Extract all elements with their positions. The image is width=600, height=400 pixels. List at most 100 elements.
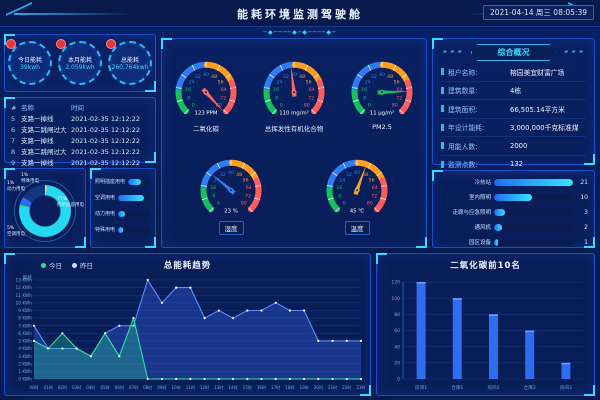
svg-text:23时: 23时 bbox=[356, 384, 365, 390]
donut-callout: 5% 空调用电 bbox=[7, 226, 25, 237]
svg-text:16: 16 bbox=[273, 87, 279, 93]
stat-label: 总能耗 bbox=[120, 57, 139, 64]
svg-text:17时: 17时 bbox=[271, 384, 280, 390]
panel-energy-donut: 77% 照明插座用电 5% 空调用电 1% 动力用电 1% 特殊用电 bbox=[4, 168, 86, 248]
svg-text:40: 40 bbox=[228, 170, 234, 176]
svg-text:48: 48 bbox=[236, 172, 242, 178]
svg-text:8: 8 bbox=[338, 194, 341, 200]
rank-bar-fill bbox=[494, 193, 532, 201]
svg-text:00时: 00时 bbox=[29, 384, 38, 390]
svg-text:40: 40 bbox=[354, 170, 360, 176]
rank-bar-value: 2 bbox=[584, 223, 588, 231]
trend-chart-title: 总能耗趋势 bbox=[163, 261, 212, 271]
alarm-cell: 5 bbox=[11, 115, 16, 123]
svg-text:12时: 12时 bbox=[200, 384, 209, 390]
rank-bar-value: 21 bbox=[580, 178, 588, 186]
overview-row: 租户名称: 榕园美宜财富广场 bbox=[441, 63, 586, 82]
rank-bar-row: 走廊与应急照明 3 bbox=[439, 208, 588, 216]
trend-line-chart: 0 KWh 1 KWh 2 KWh 3 KWh 4 KWh 5 KWh 6 KWh 7 KWh… bbox=[7, 274, 368, 393]
svg-text:10时: 10时 bbox=[172, 384, 181, 390]
svg-text:0 KWh: 0 KWh bbox=[18, 377, 32, 383]
svg-text:8 KWh: 8 KWh bbox=[18, 316, 32, 322]
overview-row-tick bbox=[441, 86, 444, 94]
rank-bars: 冷热站 21 室内照明 10 走廊与应急照明 3 通风机 2 园区设备 1 bbox=[433, 178, 594, 246]
alarm-cell: 8 bbox=[11, 148, 16, 156]
legend-label: 今日 bbox=[49, 262, 62, 270]
svg-text:45 ℃: 45 ℃ bbox=[350, 209, 364, 215]
type-bar-label: 空调用电 bbox=[95, 195, 116, 201]
type-bar-fill bbox=[118, 210, 125, 217]
svg-text:8: 8 bbox=[212, 194, 215, 200]
svg-text:1 KWh: 1 KWh bbox=[18, 369, 32, 375]
svg-text:0: 0 bbox=[368, 103, 371, 109]
svg-text:72: 72 bbox=[396, 96, 402, 102]
alarm-header-cell: # bbox=[11, 104, 17, 112]
co2-chart-title: 二氧化碳前10名 bbox=[450, 261, 521, 271]
panel-energy-type-bars: 照明插座用电 空调用电 动力用电 特殊用电 bbox=[90, 168, 156, 248]
svg-text:房间2: 房间2 bbox=[487, 384, 499, 391]
svg-text:100: 100 bbox=[391, 296, 400, 302]
legend-item[interactable]: 昨日 bbox=[72, 260, 93, 270]
svg-text:8: 8 bbox=[187, 96, 190, 102]
co2-bar-chart: 0 20 40 60 80 100 120 房间1 仓库1 房间2 仓库2 房间3 bbox=[379, 274, 592, 393]
svg-text:9 KWh: 9 KWh bbox=[18, 308, 32, 314]
panel-overview: ▰ ▰ ▰ ▰ ▰ ▰ 综合概况 租户名称: 榕园美宜财富广场 建筑数量: 4栋 建筑面… bbox=[432, 38, 595, 174]
type-bar-row: 照明插座用电 bbox=[95, 178, 151, 185]
rank-bar-fill bbox=[494, 208, 506, 216]
donut-callout-label: 特殊用电 bbox=[21, 178, 39, 184]
legend-dot-icon bbox=[41, 262, 46, 268]
gauge-grid: 08162432404856647280123 PPM二氧化碳081624324… bbox=[162, 39, 426, 247]
overview-row-value: 66,505.14平方米 bbox=[510, 105, 565, 114]
svg-text:80: 80 bbox=[304, 103, 310, 109]
overview-row-label: 用能人数: bbox=[448, 142, 478, 151]
alarm-row: 9 支路一掉线 2021-02-35 12:12:22 bbox=[11, 158, 149, 169]
type-bar-fill bbox=[118, 226, 124, 233]
rank-bar-label: 室内照明 bbox=[468, 195, 491, 201]
svg-text:32: 32 bbox=[220, 172, 226, 178]
svg-text:16: 16 bbox=[361, 87, 367, 93]
stat-label: 本月能耗 bbox=[67, 57, 92, 64]
svg-text:05时: 05时 bbox=[100, 384, 109, 390]
svg-text:72: 72 bbox=[220, 96, 226, 102]
rank-bar-label: 走廊与应急照明 bbox=[452, 210, 491, 216]
gauge-row-bottom: 0 8 16 24 32 40 48 56 64 72 80 23 % 湿度 0 8 16 24 32 40 48 56… bbox=[162, 149, 426, 235]
svg-text:56: 56 bbox=[306, 79, 312, 85]
svg-text:10 KWh: 10 KWh bbox=[16, 300, 33, 306]
type-bar-label: 照明插座用电 bbox=[95, 179, 126, 185]
svg-text:24: 24 bbox=[276, 79, 282, 85]
svg-text:48: 48 bbox=[362, 172, 368, 178]
stat-value: 260,764kwh bbox=[111, 64, 149, 71]
svg-text:2 KWh: 2 KWh bbox=[18, 361, 32, 367]
svg-text:48: 48 bbox=[387, 74, 393, 80]
alarm-header-cell: 名称 bbox=[21, 104, 34, 112]
alert-badge-icon bbox=[106, 39, 116, 49]
stat-ring-circle: 本月能耗 2,059kwh bbox=[58, 41, 102, 85]
svg-text:110 mg/m³: 110 mg/m³ bbox=[279, 110, 309, 117]
svg-text:40: 40 bbox=[203, 72, 209, 78]
donut-callout-label: 动力用电 bbox=[7, 186, 25, 192]
alarm-cell: 7 bbox=[11, 137, 16, 145]
svg-text:仓库2: 仓库2 bbox=[524, 384, 536, 391]
svg-text:7 KWh: 7 KWh bbox=[18, 323, 32, 329]
overview-row-tick bbox=[441, 68, 444, 76]
gauge-row-top: 08162432404856647280123 PPM二氧化碳081624324… bbox=[162, 51, 426, 133]
rank-bar-track bbox=[494, 238, 573, 246]
svg-text:123 PPM: 123 PPM bbox=[195, 111, 218, 117]
stat-value: 2,059kwh bbox=[65, 64, 95, 71]
stat-ring: 今日能耗 39kwh bbox=[6, 39, 52, 85]
svg-text:24: 24 bbox=[213, 177, 219, 183]
legend-item[interactable]: 今日 bbox=[41, 260, 62, 270]
svg-text:18时: 18时 bbox=[285, 384, 294, 390]
svg-text:0: 0 bbox=[280, 103, 283, 109]
svg-text:80: 80 bbox=[367, 201, 373, 207]
svg-text:07时: 07时 bbox=[129, 384, 138, 390]
overview-row-label: 年设计能耗: bbox=[448, 124, 485, 133]
svg-text:72: 72 bbox=[371, 194, 377, 200]
gauge-label: 总挥发性有机化合物 bbox=[264, 124, 324, 133]
overview-deco-left: ▰ ▰ ▰ bbox=[443, 49, 463, 55]
rank-bar-value: 10 bbox=[580, 193, 588, 201]
stat-ring: 本月能耗 2,059kwh bbox=[56, 39, 102, 85]
type-bar-track bbox=[118, 226, 151, 233]
